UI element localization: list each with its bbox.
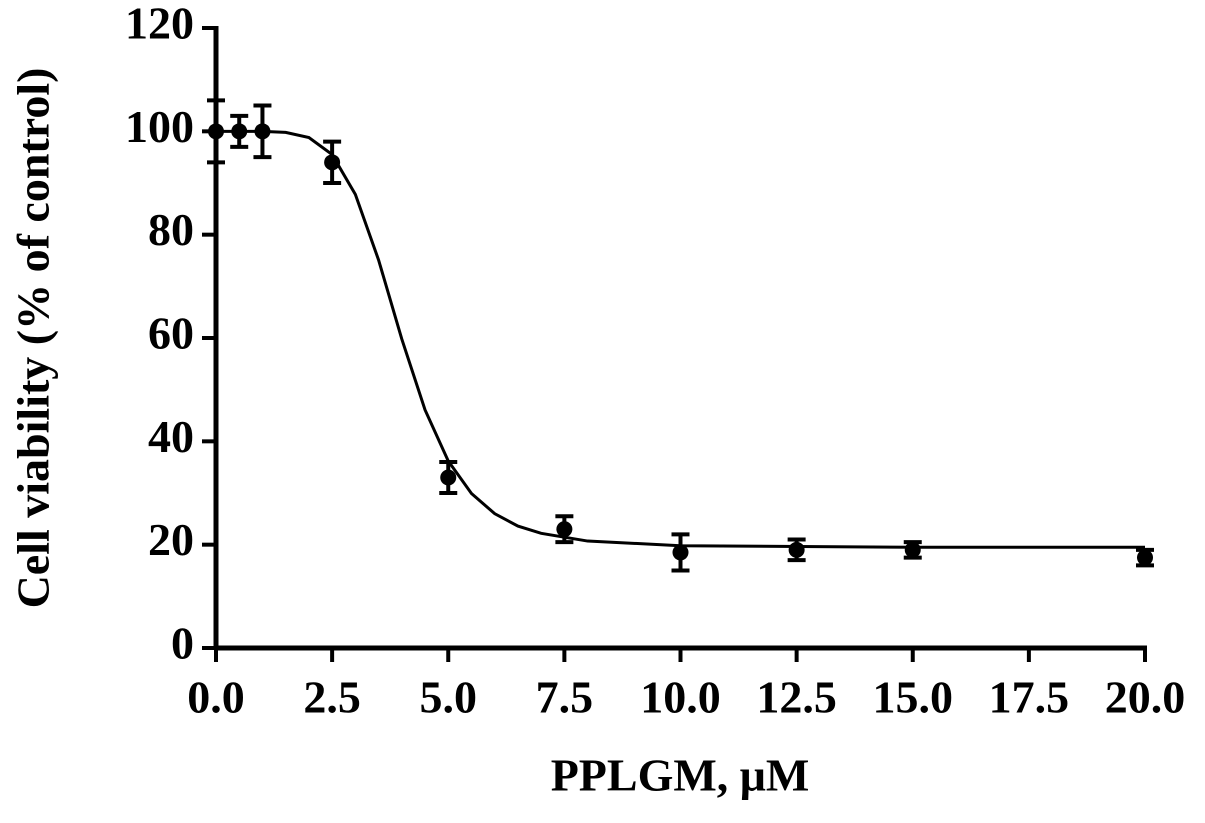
- data-point: [556, 521, 573, 538]
- data-point: [788, 541, 805, 558]
- data-point: [672, 544, 689, 561]
- data-point: [904, 541, 921, 558]
- x-tick-label: 20.0: [1105, 672, 1186, 723]
- x-tick-label: 17.5: [989, 672, 1070, 723]
- x-tick-label: 12.5: [756, 672, 837, 723]
- x-axis-title: PPLGM, μM: [551, 750, 810, 801]
- y-tick-label: 120: [125, 0, 194, 49]
- data-point: [1137, 549, 1153, 566]
- data-point: [324, 154, 341, 171]
- fit-curve: [216, 129, 1145, 549]
- data-point: [231, 123, 248, 140]
- x-tick-label: 2.5: [303, 672, 361, 723]
- y-tick-label: 60: [148, 308, 194, 359]
- x-tick-label: 5.0: [420, 672, 478, 723]
- x-tick-label: 15.0: [873, 672, 954, 723]
- y-axis-title: Cell viability (% of control): [8, 68, 59, 609]
- x-tick-label: 10.0: [640, 672, 721, 723]
- y-tick-label: 100: [125, 101, 194, 152]
- y-tick-label: 80: [148, 204, 194, 255]
- y-tick-label: 40: [148, 411, 194, 462]
- data-point: [440, 469, 457, 486]
- y-tick-label: 20: [148, 514, 194, 565]
- y-tick-label: 0: [171, 618, 194, 669]
- x-tick-label: 0.0: [187, 672, 245, 723]
- x-tick-label: 7.5: [536, 672, 594, 723]
- data-point: [208, 123, 224, 140]
- data-point: [254, 123, 271, 140]
